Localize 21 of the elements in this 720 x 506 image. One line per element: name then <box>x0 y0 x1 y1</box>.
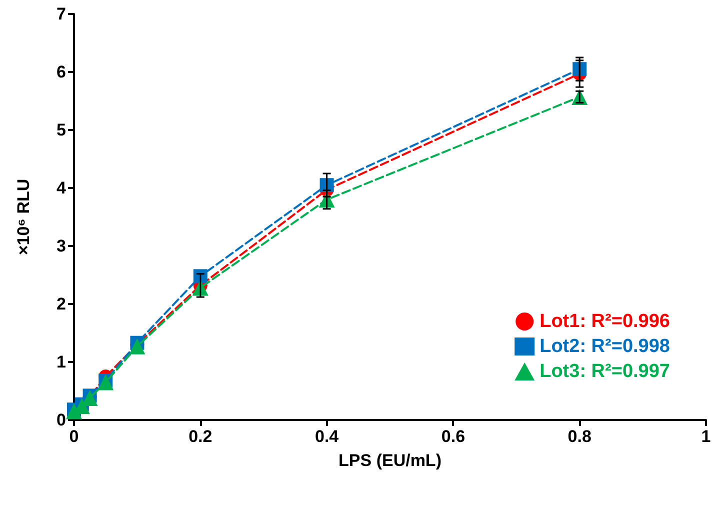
legend-label: Lot1: R²=0.996 <box>540 311 670 332</box>
y-tick-label: 7 <box>56 4 66 24</box>
y-tick-label: 4 <box>56 178 67 198</box>
y-tick-label: 2 <box>56 294 66 314</box>
x-tick-label: 0.6 <box>441 427 466 446</box>
x-tick-label: 0.4 <box>314 427 340 446</box>
y-axis-title: ×10⁶ RLU <box>14 178 33 256</box>
x-tick-label: 0.2 <box>188 427 212 446</box>
x-tick-label: 0 <box>69 427 79 446</box>
y-tick-label: 5 <box>56 120 66 140</box>
y-tick-label: 0 <box>56 410 66 430</box>
x-tick-label: 0.8 <box>568 427 592 446</box>
legend-label: Lot3: R²=0.997 <box>540 361 670 382</box>
y-tick-label: 6 <box>56 62 66 82</box>
legend-label: Lot2: R²=0.998 <box>540 336 670 357</box>
x-axis-title: LPS (EU/mL) <box>338 451 442 470</box>
point <box>129 338 146 354</box>
x-tick-label: 1 <box>701 427 711 446</box>
y-tick-label: 1 <box>56 352 66 372</box>
y-tick-label: 3 <box>56 236 66 256</box>
point <box>98 374 114 390</box>
